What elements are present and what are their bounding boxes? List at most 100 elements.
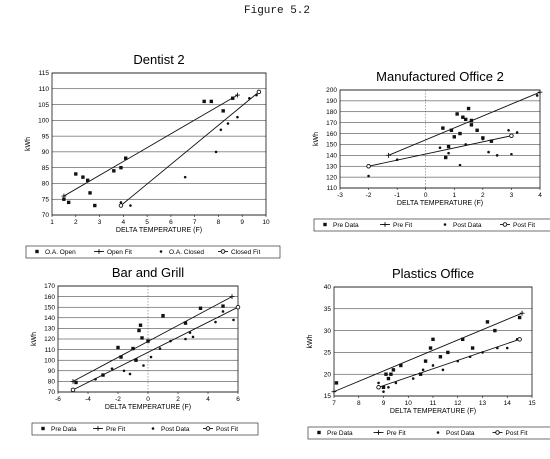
data-point [93, 203, 97, 208]
data-point [470, 346, 475, 350]
data-point [74, 172, 78, 176]
data-point [116, 345, 120, 350]
data-point [119, 201, 123, 204]
series-1 [331, 310, 525, 395]
data-point [122, 369, 126, 373]
data-point [515, 131, 519, 134]
series-3 [366, 133, 514, 169]
data-point [449, 128, 454, 132]
plot-frame [339, 89, 541, 189]
y-tick-label: 80 [48, 379, 56, 386]
legend-label: Pre Fit [387, 430, 406, 437]
data-point [387, 385, 390, 389]
x-tick-label: 3 [98, 219, 102, 226]
x-tick-label: 11 [430, 400, 437, 407]
fit-line-marker [509, 133, 514, 138]
legend-box [307, 426, 550, 440]
data-point [455, 112, 459, 116]
legend-label: Post Fit [216, 426, 238, 433]
data-point [85, 178, 90, 182]
y-tick-label: 120 [326, 174, 337, 181]
series-3 [376, 337, 522, 390]
x-tick-label: 0 [146, 396, 150, 403]
fit-line-marker [517, 337, 522, 342]
legend-marker [205, 426, 211, 431]
y-tick-label: 170 [44, 283, 55, 290]
chart-title: Manufactured Office 2 [376, 69, 504, 84]
legend-label: Pre Fit [106, 426, 125, 433]
x-tick-label: -2 [115, 396, 121, 403]
data-point [149, 355, 153, 359]
legend: Pre Data Pre Fit Post Data Post Fit [307, 426, 550, 440]
data-point [131, 346, 135, 351]
data-point [191, 335, 195, 339]
data-point [384, 372, 388, 376]
data-point [209, 99, 214, 104]
series-1 [386, 89, 543, 158]
data-point [377, 381, 380, 385]
y-tick-label: 25 [324, 350, 332, 357]
fit-line [333, 312, 523, 393]
data-point [389, 372, 393, 376]
data-point [183, 175, 187, 179]
series-1 [61, 92, 240, 199]
legend-marker [35, 249, 39, 254]
data-point [495, 154, 499, 157]
fit-line [378, 338, 520, 388]
data-point [66, 200, 71, 205]
y-tick-label: 120 [44, 336, 55, 343]
series-2 [94, 310, 235, 381]
data-point [158, 347, 162, 350]
series-0 [334, 315, 522, 389]
y-tick-label: 190 [326, 98, 337, 105]
data-point [219, 128, 223, 132]
y-tick-label: 180 [326, 109, 337, 116]
legend-label: Post Data [161, 426, 190, 433]
legend-marker [317, 430, 321, 435]
data-point [81, 175, 85, 179]
data-point [394, 381, 398, 385]
y-tick-label: 200 [326, 87, 337, 94]
y-tick-label: 70 [48, 389, 56, 396]
fit-line-marker [519, 310, 525, 316]
chart-bar-and-grill: Bar and Grill 70 80 90 100 110 120 130 140 150 160… [31, 265, 259, 436]
legend-marker [220, 249, 226, 254]
fit-line-marker [118, 203, 124, 208]
x-tick-label: 6 [236, 396, 240, 403]
fit-line-marker [70, 387, 76, 393]
data-point [88, 191, 92, 195]
fit-line-marker [235, 304, 241, 310]
fit-line [63, 94, 238, 197]
y-tick-label: 115 [39, 70, 50, 77]
x-tick-label: -4 [85, 396, 91, 403]
data-point [466, 106, 471, 111]
x-tick-label: -1 [394, 192, 400, 199]
data-point [489, 139, 494, 143]
y-tick-label: 35 [324, 306, 332, 313]
legend-marker [382, 222, 388, 227]
y-tick-label: 170 [326, 120, 337, 127]
data-point [446, 350, 450, 355]
data-point [444, 155, 448, 160]
y-tick-label: 130 [326, 163, 337, 170]
data-point [507, 128, 510, 132]
fit-line-marker [70, 379, 76, 384]
y-tick-label: 100 [44, 357, 55, 364]
data-point [446, 144, 451, 149]
x-tick-label: 3 [510, 192, 514, 199]
legend-marker [376, 430, 381, 435]
data-point [438, 355, 443, 359]
legend-marker [436, 431, 440, 434]
data-point [142, 364, 145, 367]
data-point [485, 320, 490, 324]
data-point [464, 117, 468, 122]
x-tick-label: -3 [337, 192, 343, 199]
data-point [119, 165, 123, 170]
chart-title: Dentist 2 [133, 52, 184, 67]
data-point [381, 385, 386, 389]
legend-label: Post Data [453, 222, 482, 229]
fit-line-marker [331, 389, 337, 395]
x-axis-label: DELTA TEMPERATURE (F) [116, 227, 202, 234]
legend-marker [41, 426, 45, 431]
data-point [232, 318, 235, 322]
